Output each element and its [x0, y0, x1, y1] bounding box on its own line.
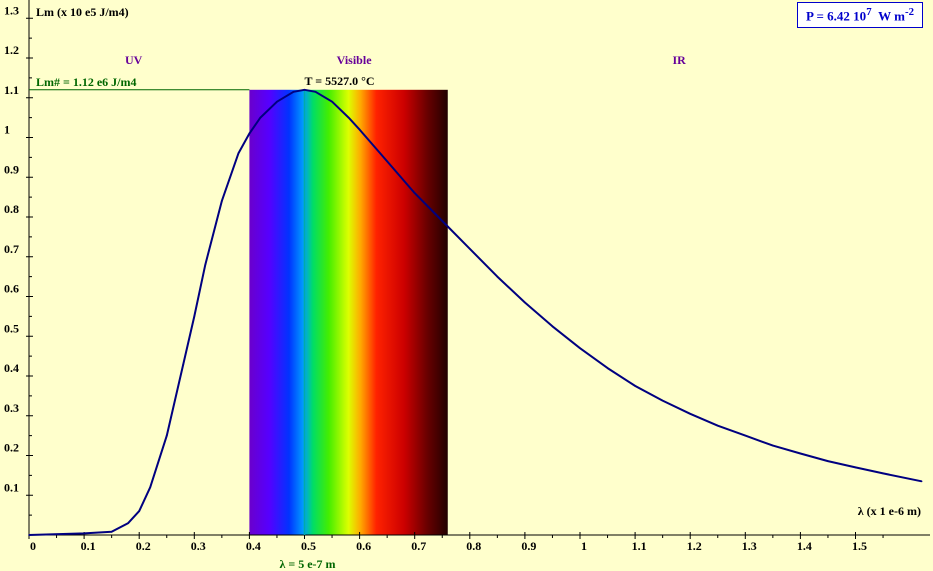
curve-point: [772, 444, 774, 447]
x-axis-label: λ (x 1 e-6 m): [858, 504, 921, 518]
region-label-uv: UV: [125, 53, 143, 67]
x-tick-label: 0.2: [136, 539, 151, 553]
curve-point: [524, 301, 526, 304]
curve-point: [28, 534, 30, 536]
power-value: P = 6.42 10: [806, 8, 867, 24]
curve-point: [276, 100, 278, 103]
curve-point: [292, 90, 295, 93]
curve-point: [204, 263, 207, 266]
y-tick-label: 0.4: [4, 361, 19, 375]
curve-point: [138, 510, 140, 512]
x-tick-label: 0.8: [466, 539, 481, 553]
y-tick-label: 1.3: [4, 3, 19, 17]
x-tick-label: 0.6: [356, 539, 371, 553]
visible-spectrum-band: [249, 89, 448, 536]
power-exponent: 7: [866, 6, 872, 18]
curve-point: [579, 347, 581, 349]
curve-point: [193, 315, 196, 318]
y-tick-label: 0.5: [4, 321, 19, 335]
y-tick-label: 0.2: [4, 441, 19, 455]
x-tick-label: 0.3: [191, 539, 206, 553]
y-tick-label: 0.9: [4, 162, 19, 176]
curve-point: [259, 116, 262, 119]
y-tick-label: 1.2: [4, 43, 19, 57]
x-tick-label: 1: [581, 539, 587, 553]
curve-point: [634, 385, 636, 387]
curve-point: [83, 532, 85, 535]
y-tick-label: 0.3: [4, 401, 19, 415]
curve-point: [551, 325, 554, 328]
curve-point: [413, 192, 416, 194]
curve-point: [331, 100, 333, 103]
curve-point: [716, 424, 719, 427]
curve-point: [799, 452, 802, 455]
curve-point: [127, 522, 129, 524]
x-tick-label: 1.5: [852, 539, 867, 553]
curve-point: [149, 486, 152, 489]
curve-point: [303, 89, 306, 91]
x-tick-label: 1.3: [742, 539, 757, 553]
curve-point: [248, 132, 251, 135]
x-tick-label: 0.7: [411, 539, 426, 553]
y-tick-label: 0.7: [4, 242, 19, 256]
curve-point: [744, 434, 747, 437]
y-tick-label: 0.1: [4, 480, 19, 494]
y-tick-label: 0.8: [4, 202, 19, 216]
y-tick-label: 1: [4, 123, 10, 137]
curve-point: [314, 90, 317, 93]
spectral-curve: [28, 88, 922, 536]
curve-point: [165, 434, 168, 437]
power-unit: W m: [878, 8, 905, 24]
curve-point: [386, 160, 388, 163]
curve-point: [827, 460, 829, 462]
x-tick-label: 0: [30, 539, 36, 553]
curve-point: [920, 480, 923, 483]
curve-point: [661, 399, 664, 402]
x-tick-label: 1.4: [797, 539, 812, 553]
curve-point: [854, 466, 857, 469]
y-tick-label: 0.6: [4, 282, 19, 296]
curve-point: [347, 116, 350, 119]
peak-label: Lm# = 1.12 e6 J/m4: [36, 75, 137, 89]
curve-point: [469, 248, 471, 250]
power-unit-exponent: -2: [904, 6, 914, 18]
curve-point: [689, 412, 691, 415]
curve-point: [882, 472, 884, 475]
region-label-ir: IR: [673, 53, 687, 67]
x-tick-label: 0.4: [246, 539, 261, 553]
temperature-label: T = 5527.0 °C: [305, 74, 375, 88]
x-tick-label: 0.1: [81, 539, 96, 553]
curve-point: [182, 363, 185, 365]
wavelength-marker-label: λ = 5 e-7 m: [279, 557, 335, 571]
curve-point: [110, 531, 113, 533]
power-readout: P = 6.42 107 W m-2: [797, 2, 923, 29]
region-label-visible: Visible: [337, 53, 373, 67]
curve-point: [237, 152, 240, 155]
curve-point: [221, 200, 223, 202]
curve-point: [358, 128, 361, 131]
y-tick-label: 1.1: [4, 83, 19, 97]
curve-point: [606, 367, 609, 369]
y-axis-label: Lm (x 10 e5 J/m4): [36, 5, 129, 19]
x-tick-label: 0.9: [521, 539, 536, 553]
x-tick-label: 0.5: [301, 539, 316, 553]
curve-point: [496, 275, 499, 278]
x-tick-label: 1.1: [632, 539, 647, 553]
curve-point: [441, 220, 444, 222]
x-tick-label: 1.2: [687, 539, 702, 553]
